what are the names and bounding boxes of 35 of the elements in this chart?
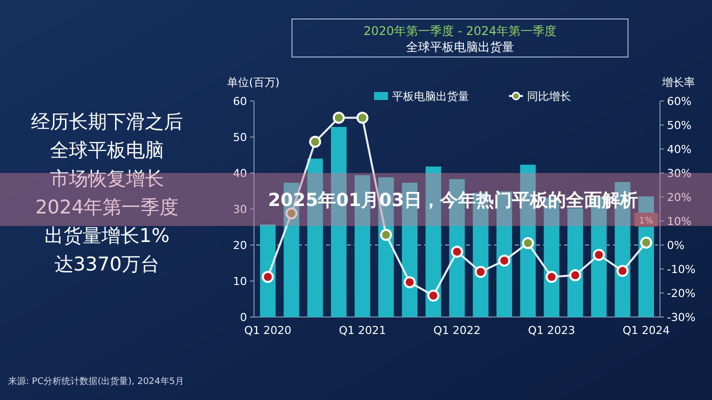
- y2-tick-label: -10%: [667, 263, 696, 276]
- y-tick-label: 30: [233, 203, 247, 216]
- text: 2024年第一季度: [35, 196, 179, 218]
- y-tick-label: 50: [233, 131, 247, 144]
- text: 达3370万台: [54, 254, 160, 276]
- y2-tick-label: 50%: [667, 119, 692, 132]
- y-tick-label: 60: [233, 95, 247, 108]
- x-tick-label: Q1 2024: [622, 324, 670, 337]
- x-tick-label: Q1 2022: [433, 324, 481, 337]
- y2-axis-title: 增长率: [661, 76, 695, 89]
- source-note: 来源: PC分析统计数据(出货量), 2024年5月: [8, 376, 184, 387]
- y-tick-label: 10: [233, 275, 247, 288]
- y2-tick-label: -30%: [667, 311, 696, 324]
- y2-tick-label: 60%: [667, 95, 692, 108]
- chart-subtitle: 全球平板电脑出货量: [406, 40, 514, 54]
- legend-label: 同比增长: [527, 90, 571, 103]
- y-tick-label: 0: [240, 311, 247, 324]
- y2-tick-label: 40%: [667, 143, 692, 156]
- data-label: 1%: [639, 216, 654, 227]
- y2-tick-label: 20%: [667, 191, 692, 204]
- text: 全球平板电脑: [50, 140, 164, 162]
- x-tick-label: Q1 2021: [338, 324, 386, 337]
- chart-title: 2020年第一季度 - 2024年第一季度: [363, 24, 557, 38]
- text: 经历长期下滑之后: [31, 111, 183, 133]
- text: 出货量增长1%: [44, 225, 170, 247]
- y-tick-label: 20: [233, 239, 247, 252]
- y2-tick-label: 0%: [667, 239, 684, 252]
- text: 市场恢复增长: [50, 168, 164, 190]
- legend-label: 平板电脑出货量: [392, 90, 469, 103]
- y2-tick-label: 10%: [667, 215, 692, 228]
- x-tick-label: Q1 2023: [528, 324, 576, 337]
- y2-tick-label: -20%: [667, 287, 696, 300]
- y-axis-title: 单位(百万): [227, 76, 280, 89]
- x-tick-label: Q1 2020: [244, 324, 292, 337]
- y2-tick-label: 30%: [667, 167, 692, 180]
